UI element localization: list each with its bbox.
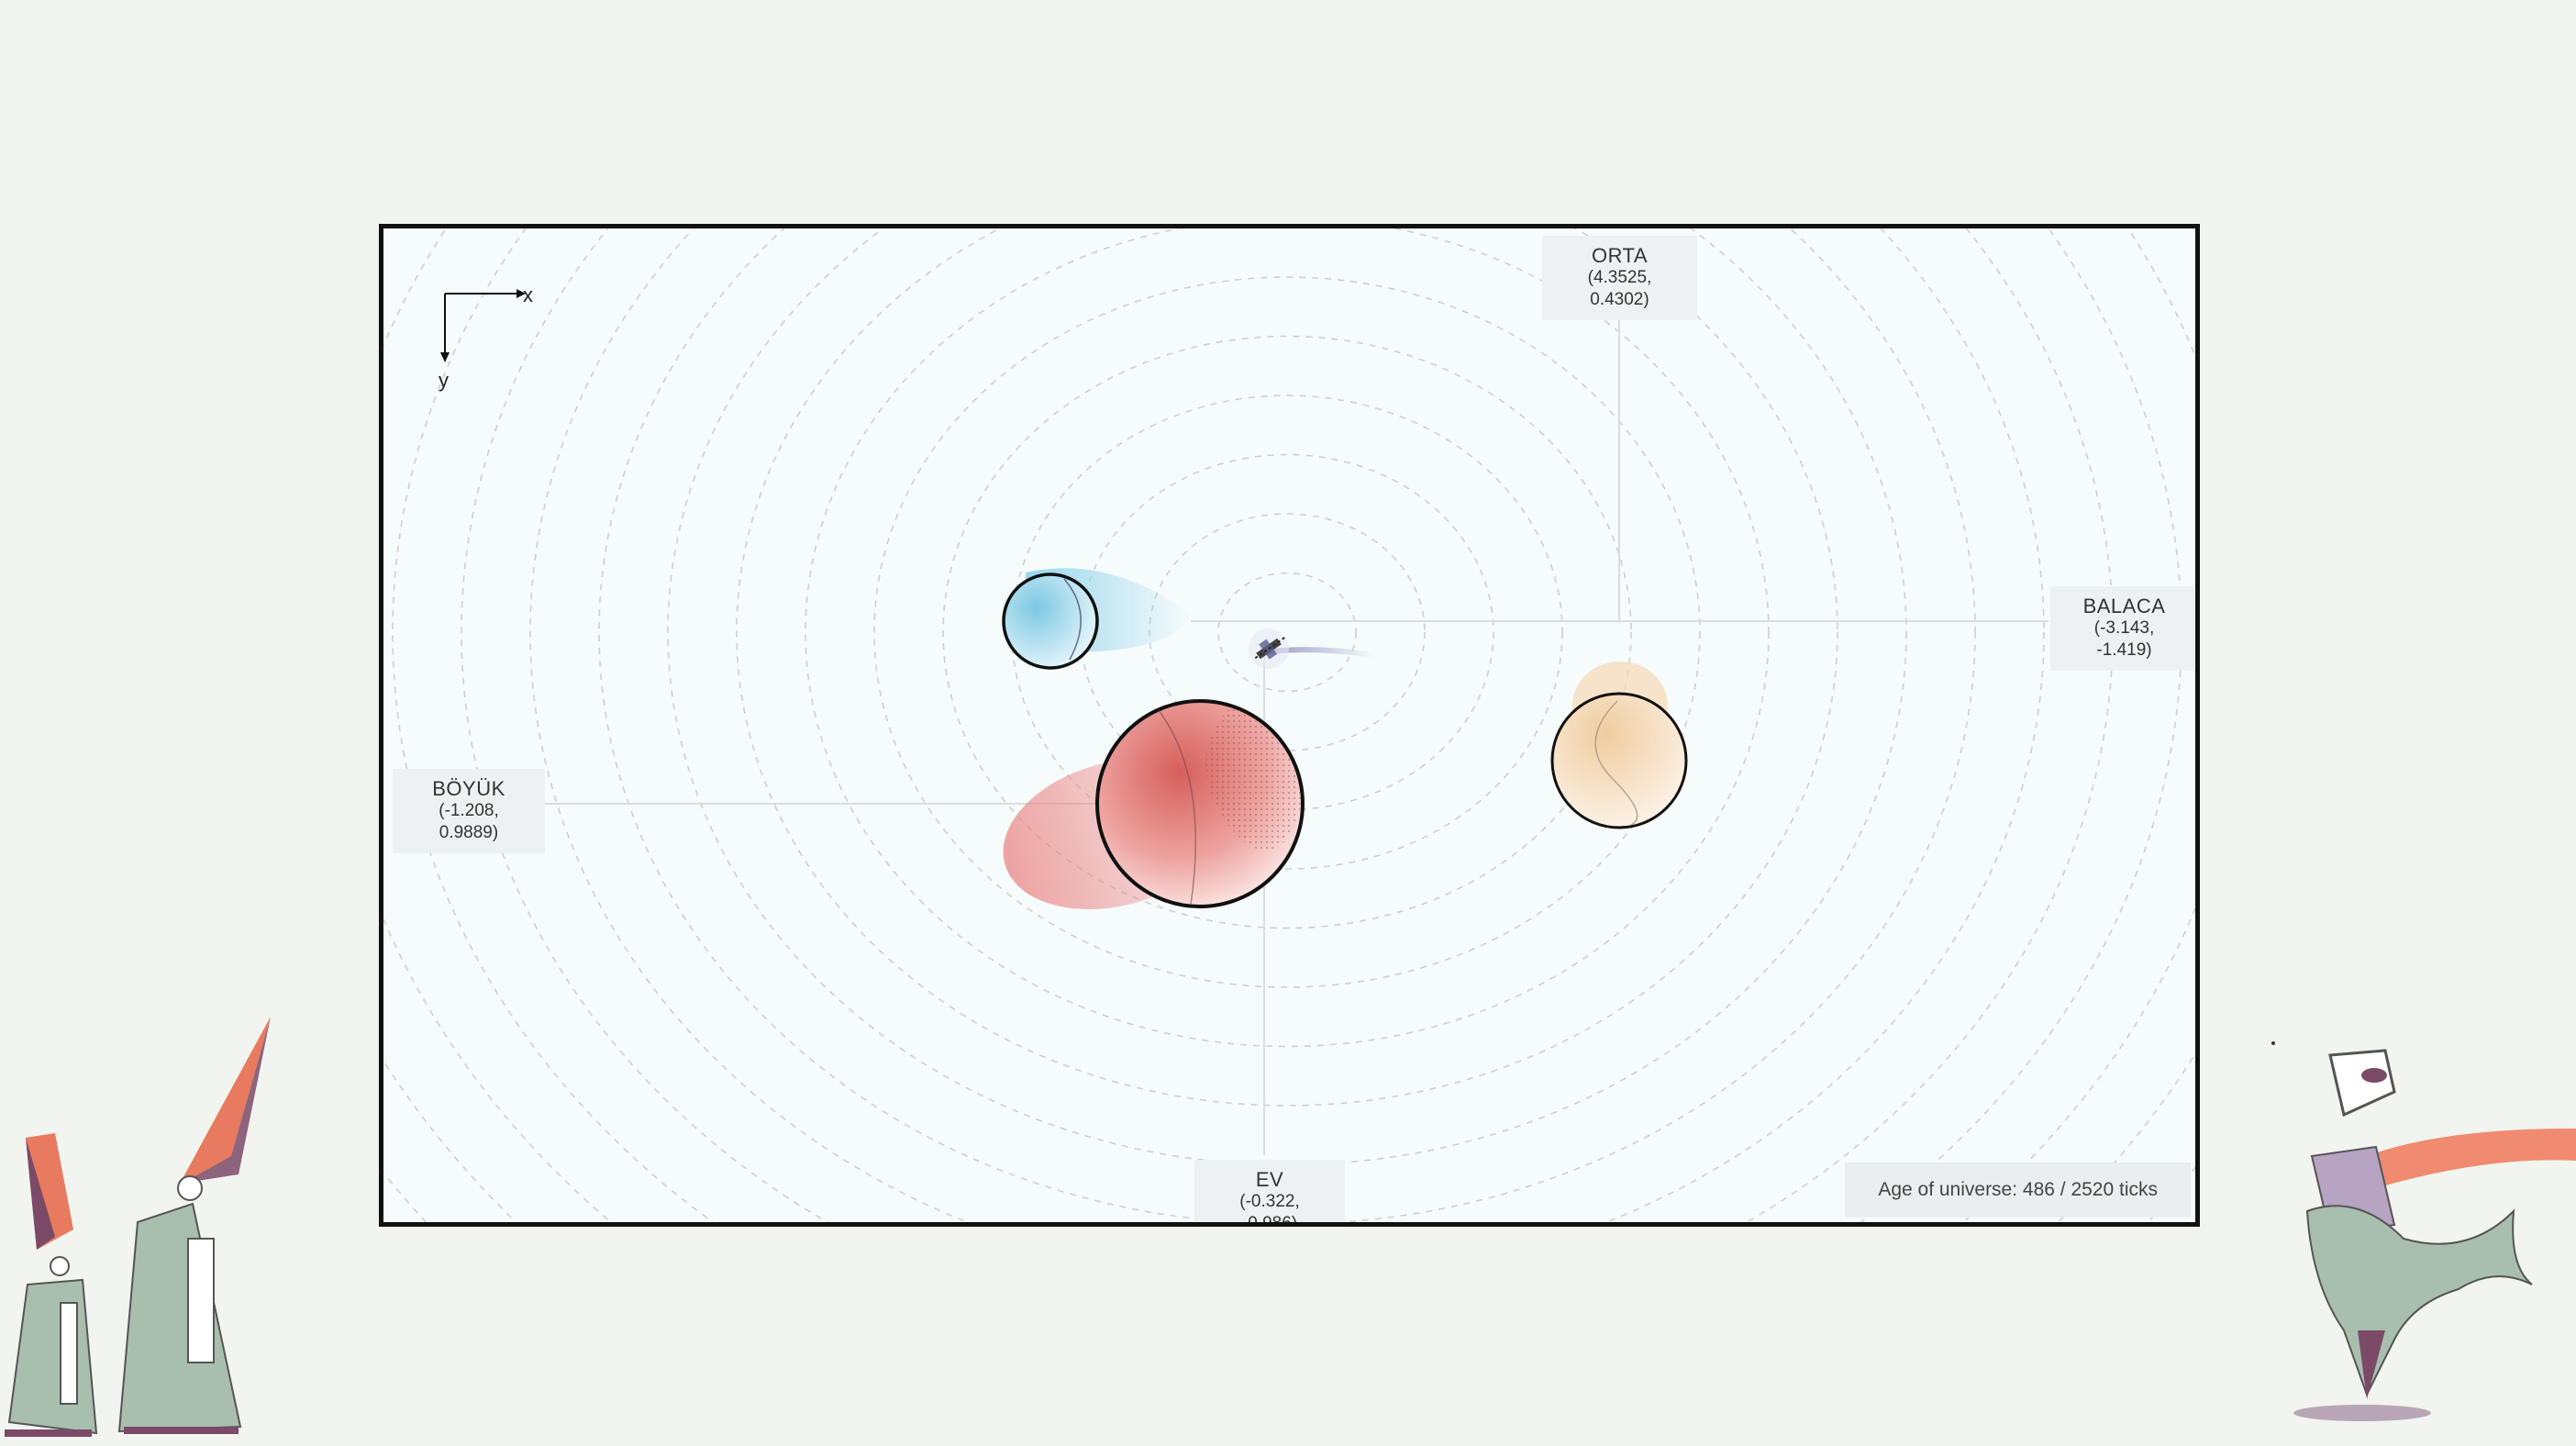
simulation-canvas[interactable]: x y ORTA (4.3525, 0.4302) BALACA (-3.143… <box>379 224 2200 1227</box>
orbit-ring <box>383 228 2195 1222</box>
boyuk-texture <box>1205 706 1301 851</box>
orbit-ring <box>873 276 1701 988</box>
boyuk-coords: (-1.208, 0.9889) <box>439 801 499 842</box>
orbit-ring <box>805 228 1770 1048</box>
boyuk-label: BÖYÜK (-1.208, 0.9889) <box>393 769 545 853</box>
y-arrow-icon <box>440 352 450 362</box>
balaca-name: BALACA <box>2082 595 2166 617</box>
orbit-ring <box>1217 572 1357 693</box>
orbit-rings <box>383 228 2195 1222</box>
x-arrow-icon <box>516 289 526 298</box>
x-axis-label: x <box>523 284 533 306</box>
tall-figure-body <box>117 1202 242 1433</box>
orbit-ring <box>667 228 1907 1166</box>
boyuk-name: BÖYÜK <box>432 777 505 800</box>
y-axis-label: y <box>439 369 449 392</box>
orbit-ring <box>383 1165 2195 1222</box>
cloak <box>2305 1205 2533 1397</box>
orbit-field: x y <box>383 228 2195 1222</box>
shadow <box>2293 1405 2431 1421</box>
ev-ship[interactable] <box>1240 620 1296 676</box>
balaca-body[interactable] <box>1002 573 1099 670</box>
orbit-ring <box>942 335 1632 929</box>
orbit-ring <box>383 228 2195 1222</box>
small-figure-body <box>7 1278 98 1435</box>
orbit-ring <box>392 228 2182 1222</box>
orbit-ring <box>529 228 2045 1222</box>
tall-figure-hat <box>180 1017 271 1184</box>
balaca-label: BALACA (-3.143, -1.419) <box>2050 586 2195 671</box>
ev-label: EV (-0.322, -0.986) <box>1194 1160 1345 1227</box>
orbit-ring <box>598 228 1976 1222</box>
orta-coords: (4.3525, 0.4302) <box>1587 268 1652 309</box>
balaca-coords: (-3.143, -1.419) <box>2093 618 2155 660</box>
orta-label: ORTA (4.3525, 0.4302) <box>1542 236 1697 320</box>
orta-name: ORTA <box>1591 244 1649 267</box>
orbit-ring <box>383 1051 2195 1222</box>
scarf <box>2367 1129 2576 1188</box>
orta-body[interactable] <box>1550 692 1688 829</box>
ev-coords: (-0.322, -0.986) <box>1239 1192 1300 1227</box>
orbit-ring <box>736 228 1838 1107</box>
orbit-ring <box>1011 395 1563 870</box>
orbit-ring <box>461 228 2114 1222</box>
orbit-ring <box>383 228 2195 1222</box>
ev-name: EV <box>1255 1168 1284 1191</box>
axes-indicator: x y <box>439 284 533 392</box>
left-decorative-figures <box>5 1017 271 1437</box>
telescope-head <box>2328 1049 2396 1118</box>
right-decorative-figure <box>2271 1041 2576 1421</box>
universe-age-status: Age of universe: 486 / 2520 ticks <box>1845 1162 2191 1218</box>
